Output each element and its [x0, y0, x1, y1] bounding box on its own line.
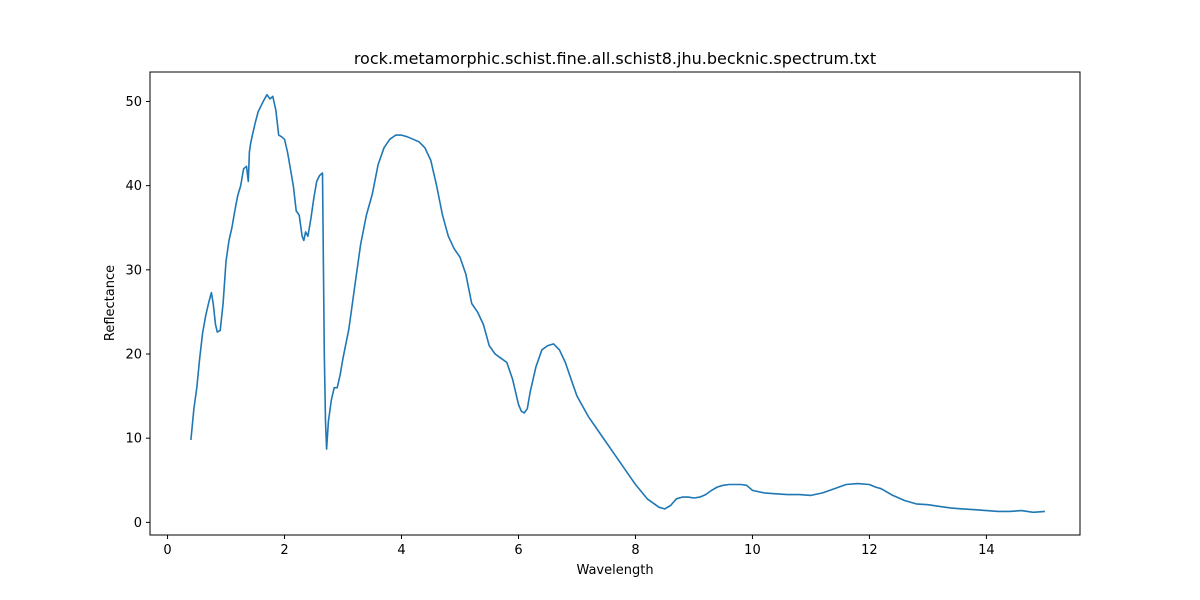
x-axis-ticks: 0 2 4 6 8 10 12 14	[163, 535, 995, 558]
x-tick-label: 10	[744, 543, 761, 558]
x-tick-label: 4	[397, 543, 405, 558]
y-axis-label: Reflectance	[103, 265, 118, 341]
y-axis-ticks: 0 10 20 30 40 50	[125, 95, 150, 531]
plot-frame	[149, 71, 1081, 536]
x-tick-label: 8	[631, 543, 639, 558]
x-tick-label: 0	[163, 543, 171, 558]
y-tick-label: 50	[125, 95, 142, 110]
y-tick-label: 40	[125, 179, 142, 194]
chart-title: rock.metamorphic.schist.fine.all.schist8…	[354, 49, 876, 68]
x-tick-label: 6	[514, 543, 522, 558]
x-axis-label: Wavelength	[576, 563, 653, 578]
y-tick-label: 0	[134, 516, 142, 531]
x-tick-label: 2	[280, 543, 288, 558]
x-tick-label: 14	[978, 543, 995, 558]
reflectance-series-line	[190, 93, 1045, 514]
x-tick-label: 12	[861, 543, 878, 558]
y-tick-label: 30	[125, 263, 142, 278]
y-tick-label: 10	[125, 432, 142, 447]
y-tick-label: 20	[125, 348, 142, 363]
